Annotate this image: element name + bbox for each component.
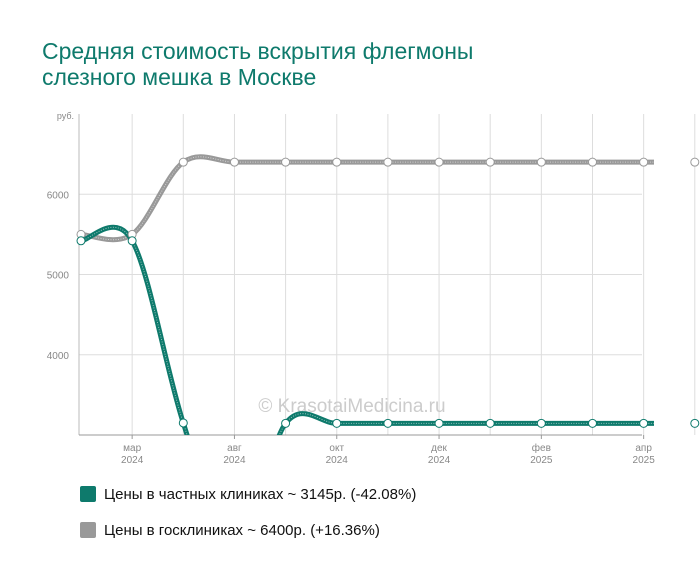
data-point-private-2024-10 bbox=[383, 418, 393, 428]
data-point-public-2024-08 bbox=[281, 157, 291, 167]
y-tick-label-6000: 6000 bbox=[47, 190, 70, 201]
data-point-private-2024-11 bbox=[434, 418, 444, 428]
x-tick-label-month-2024-09: окт bbox=[329, 443, 344, 454]
x-tick-label-year-2024-11: 2024 bbox=[428, 455, 451, 466]
x-tick-label-year-2024-07: 2024 bbox=[223, 455, 246, 466]
data-point-private-2024-03 bbox=[127, 236, 137, 246]
watermark-layer: © KrasotaiMedicina.ru bbox=[258, 396, 445, 417]
data-point-private-2024-08 bbox=[281, 418, 291, 428]
data-point-private-2025-02 bbox=[588, 418, 597, 428]
chart-title: Средняя стоимость вскрытия флегмоны слез… bbox=[42, 38, 642, 90]
legend-swatch-public bbox=[80, 522, 96, 538]
series-points bbox=[76, 157, 700, 428]
data-point-public-2024-07 bbox=[229, 157, 239, 167]
data-point-public-2024-05 bbox=[178, 157, 188, 167]
data-point-public-2024-11 bbox=[434, 157, 444, 167]
data-point-private-2024-01 bbox=[76, 236, 86, 246]
chart-title-line-1: Средняя стоимость вскрытия флегмоны bbox=[42, 38, 474, 64]
legend: Цены в частных клиниках ~ 3145р. (-42.08… bbox=[80, 484, 416, 556]
y-axis-label: руб. bbox=[57, 111, 74, 121]
x-tick-label-month-2024-07: авг bbox=[227, 443, 242, 454]
x-tick-label-year-2024-03: 2024 bbox=[121, 455, 144, 466]
data-point-private-2024-12 bbox=[485, 418, 495, 428]
chart-title-line-2: слезного мешка в Москве bbox=[42, 64, 317, 90]
legend-label-public: Цены в госклиниках ~ 6400р. (+16.36%) bbox=[104, 521, 380, 539]
legend-item-private[interactable]: Цены в частных клиниках ~ 3145р. (-42.08… bbox=[80, 484, 416, 504]
x-tick-label-month-2025-03: апр bbox=[635, 443, 652, 454]
data-point-public-2025-01 bbox=[536, 157, 546, 167]
legend-label-private: Цены в частных клиниках ~ 3145р. (-42.08… bbox=[104, 485, 417, 503]
data-point-public-2025-03 bbox=[639, 157, 649, 167]
x-tick-label-month-2024-11: дек bbox=[431, 443, 447, 454]
y-tick-label-4000: 4000 bbox=[47, 351, 70, 362]
y-tick-label-5000: 5000 bbox=[47, 271, 70, 282]
data-point-public-2024-10 bbox=[383, 157, 393, 167]
watermark: © KrasotaiMedicina.ru bbox=[258, 396, 445, 417]
data-point-public-2024-09 bbox=[332, 157, 342, 167]
chart-axes: 400050006000руб.мар2024авг2024окт2024дек… bbox=[47, 111, 655, 466]
grid-lines bbox=[79, 114, 696, 435]
data-point-public-2025-04 bbox=[690, 157, 700, 167]
data-point-private-2024-09 bbox=[332, 418, 342, 428]
data-point-private-2025-03 bbox=[639, 418, 649, 428]
x-tick-label-month-2024-03: мар bbox=[123, 443, 141, 454]
data-point-public-2024-12 bbox=[485, 157, 495, 167]
x-tick-label-year-2024-09: 2024 bbox=[326, 455, 349, 466]
x-tick-label-month-2025-01: фев bbox=[532, 442, 551, 454]
legend-swatch-private bbox=[80, 486, 96, 502]
legend-item-public[interactable]: Цены в госклиниках ~ 6400р. (+16.36%) bbox=[80, 520, 416, 540]
data-point-private-2025-01 bbox=[536, 418, 546, 428]
x-tick-label-year-2025-01: 2025 bbox=[530, 455, 553, 466]
data-point-private-2024-05 bbox=[178, 418, 188, 428]
data-point-public-2025-02 bbox=[588, 157, 597, 167]
data-point-private-2025-04 bbox=[690, 418, 700, 428]
x-tick-label-year-2025-03: 2025 bbox=[633, 455, 656, 466]
